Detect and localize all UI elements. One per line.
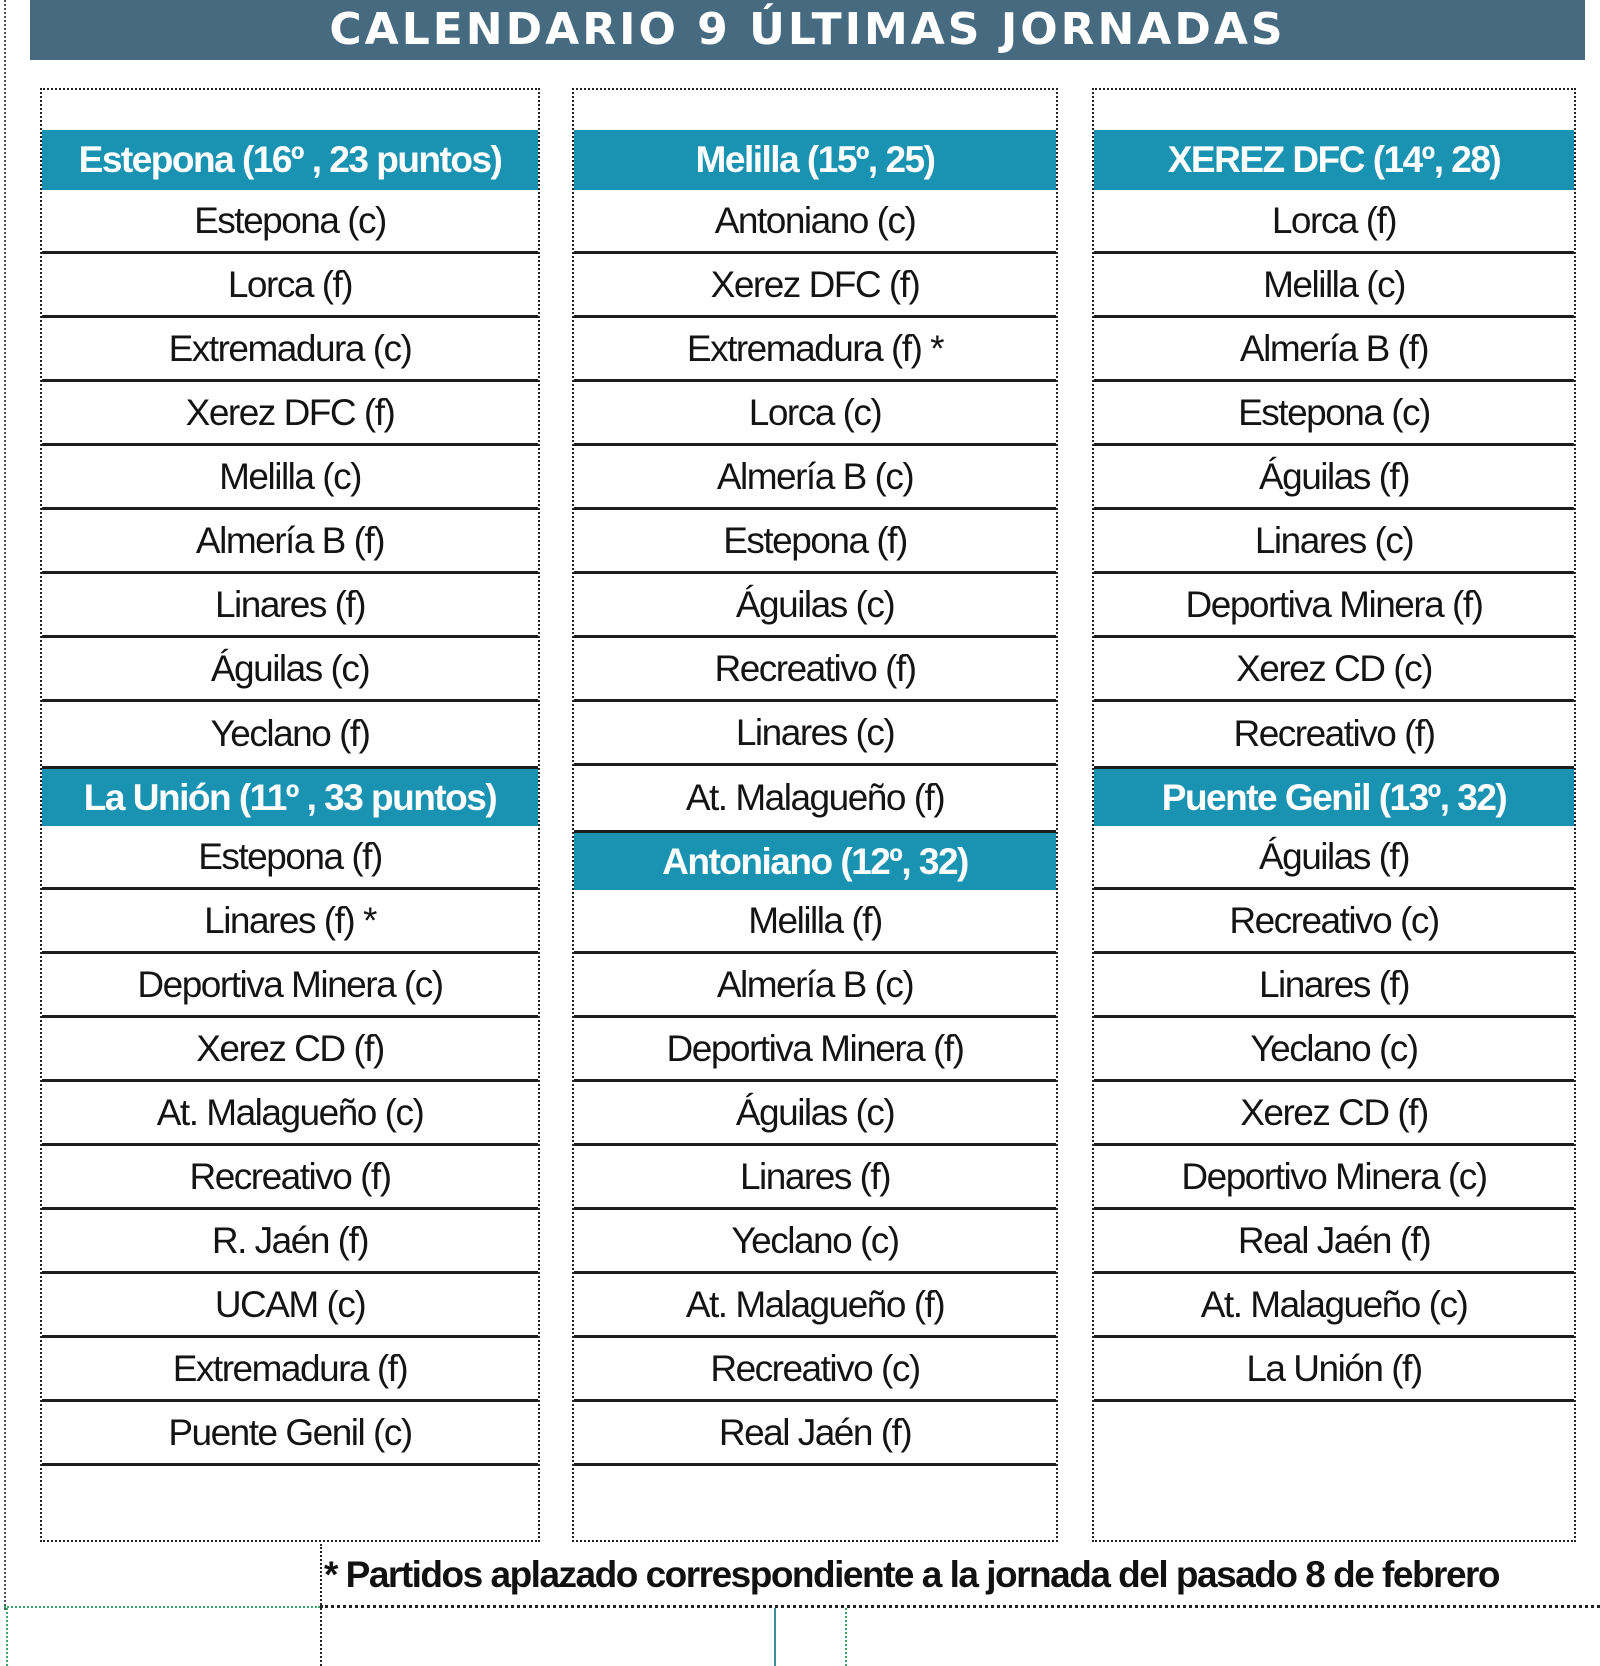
match-row: At. Malagueño (f) <box>574 1274 1056 1338</box>
match-row: Recreativo (f) <box>42 1146 538 1210</box>
match-row: Yeclano (f) <box>210 713 371 754</box>
match-row: Águilas (f) <box>1094 826 1574 890</box>
match-row: Lorca (c) <box>574 382 1056 446</box>
match-row: Estepona (c) <box>1094 382 1574 446</box>
match-row: Lorca (f) <box>42 254 538 318</box>
match-row: Linares (f) * <box>42 890 538 954</box>
match-row: Estepona (f) <box>574 510 1056 574</box>
calendar-column-3: XEREZ DFC (14º, 28) Lorca (f) Melilla (c… <box>1092 88 1576 1542</box>
calendar-column-1: Estepona (16º , 23 puntos) Estepona (c) … <box>40 88 540 1542</box>
match-row: Águilas (f) <box>1094 446 1574 510</box>
footnote: * Partidos aplazado correspondiente a la… <box>324 1553 1501 1595</box>
title-bar: CALENDARIO 9 ÚLTIMAS JORNADAS <box>30 0 1585 60</box>
match-row: La Unión (f) <box>1094 1338 1574 1402</box>
match-row: Extremadura (f) * <box>574 318 1056 382</box>
match-row: At. Malagueño (c) <box>42 1082 538 1146</box>
match-row: Almería B (f) <box>1094 318 1574 382</box>
match-row: Melilla (f) <box>574 890 1056 954</box>
match-row: Yeclano (c) <box>574 1210 1056 1274</box>
match-row: Melilla (c) <box>42 446 538 510</box>
team-header-puente-genil: Puente Genil (13º, 32) <box>1094 766 1574 826</box>
match-row: R. Jaén (f) <box>42 1210 538 1274</box>
match-row: Estepona (f) <box>42 826 538 890</box>
match-row: Deportiva Minera (c) <box>42 954 538 1018</box>
match-row: Xerez DFC (f) <box>42 382 538 446</box>
match-row: Lorca (f) <box>1094 190 1574 254</box>
match-row: Águilas (c) <box>574 1082 1056 1146</box>
match-row: Almería B (f) <box>42 510 538 574</box>
match-row: Deportivo Minera (c) <box>1094 1146 1574 1210</box>
match-row: Recreativo (f) <box>1233 713 1436 754</box>
match-row: Xerez CD (c) <box>1094 638 1574 702</box>
match-row: At. Malagueño (c) <box>1094 1274 1574 1338</box>
match-row: Linares (f) <box>574 1146 1056 1210</box>
page-title: CALENDARIO 9 ÚLTIMAS JORNADAS <box>329 4 1286 55</box>
calendar-column-2: Melilla (15º, 25) Antoniano (c) Xerez DF… <box>572 88 1058 1542</box>
layout-guide <box>845 1608 847 1666</box>
match-row: Real Jaén (f) <box>1094 1210 1574 1274</box>
match-row: Extremadura (c) <box>42 318 538 382</box>
match-row: Xerez CD (f) <box>42 1018 538 1082</box>
match-row: Recreativo (c) <box>1094 890 1574 954</box>
match-row: Águilas (c) <box>574 574 1056 638</box>
match-row: Linares (f) <box>1094 954 1574 1018</box>
page-border-left <box>4 0 6 1610</box>
layout-guide <box>4 1606 320 1608</box>
team-header-la-union: La Unión (11º , 33 puntos) <box>42 766 538 826</box>
match-row: Puente Genil (c) <box>42 1402 538 1466</box>
match-row: Xerez CD (f) <box>1094 1082 1574 1146</box>
match-row: Xerez DFC (f) <box>574 254 1056 318</box>
match-row: Deportiva Minera (f) <box>1094 574 1574 638</box>
match-row: Estepona (c) <box>42 190 538 254</box>
match-row: Linares (c) <box>1094 510 1574 574</box>
layout-guide <box>6 1608 8 1666</box>
team-header-xerez-dfc: XEREZ DFC (14º, 28) <box>1094 130 1574 190</box>
match-row: Almería B (c) <box>574 954 1056 1018</box>
match-row: Deportiva Minera (f) <box>574 1018 1056 1082</box>
match-row: Yeclano (c) <box>1094 1018 1574 1082</box>
match-row: Linares (c) <box>574 702 1056 766</box>
match-row: Real Jaén (f) <box>574 1402 1056 1466</box>
match-row: Antoniano (c) <box>574 190 1056 254</box>
team-header-estepona: Estepona (16º , 23 puntos) <box>42 130 538 190</box>
team-header-melilla: Melilla (15º, 25) <box>574 130 1056 190</box>
footnote-box: * Partidos aplazado correspondiente a la… <box>320 1544 1600 1608</box>
match-row: Águilas (c) <box>42 638 538 702</box>
match-row: Extremadura (f) <box>42 1338 538 1402</box>
match-row: Recreativo (c) <box>574 1338 1056 1402</box>
match-row: Recreativo (f) <box>574 638 1056 702</box>
match-row: Linares (f) <box>42 574 538 638</box>
match-row: Almería B (c) <box>574 446 1056 510</box>
match-row: At. Malagueño (f) <box>685 777 946 818</box>
team-header-antoniano: Antoniano (12º, 32) <box>574 830 1056 890</box>
layout-guide <box>320 1608 322 1666</box>
match-row: Melilla (c) <box>1094 254 1574 318</box>
match-row: UCAM (c) <box>42 1274 538 1338</box>
layout-guide <box>774 1608 776 1666</box>
